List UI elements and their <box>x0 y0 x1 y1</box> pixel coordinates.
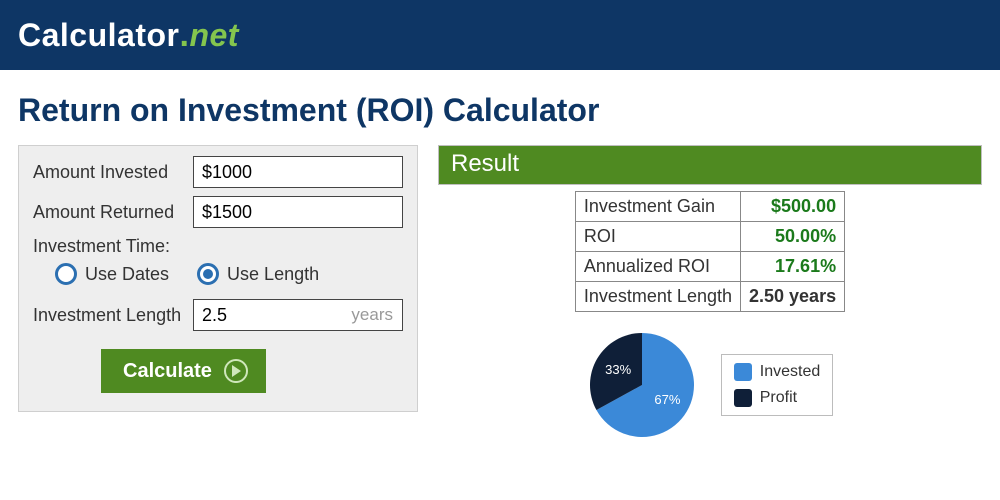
investment-time-radio-group: Use Dates Use Length <box>55 263 403 285</box>
pie-chart: 67% 33% <box>587 330 697 440</box>
result-value: 50.00% <box>741 222 845 252</box>
radio-label: Use Dates <box>85 264 169 285</box>
amount-invested-input[interactable] <box>193 156 403 188</box>
result-label: ROI <box>575 222 740 252</box>
result-value: $500.00 <box>741 192 845 222</box>
main: Amount Invested Amount Returned Investme… <box>0 145 1000 440</box>
site-logo[interactable]: Calculator.net <box>18 16 239 55</box>
table-row: Investment Length2.50 years <box>575 282 844 312</box>
label-investment-length: Investment Length <box>33 305 193 326</box>
amount-returned-input[interactable] <box>193 196 403 228</box>
result-value: 2.50 years <box>741 282 845 312</box>
label-amount-invested: Amount Invested <box>33 162 193 183</box>
play-circle-icon <box>224 359 248 383</box>
legend-label: Invested <box>760 363 820 381</box>
calculate-button-label: Calculate <box>123 360 212 383</box>
result-table: Investment Gain$500.00ROI50.00%Annualize… <box>575 191 845 312</box>
table-row: Annualized ROI17.61% <box>575 252 844 282</box>
site-header: Calculator.net <box>0 0 1000 70</box>
logo-text: Calculator <box>18 17 179 53</box>
pie-slice-label: 33% <box>605 362 631 377</box>
page-title: Return on Investment (ROI) Calculator <box>18 92 1000 129</box>
logo-suffix: net <box>189 17 239 53</box>
radio-use-dates[interactable]: Use Dates <box>55 263 169 285</box>
input-panel: Amount Invested Amount Returned Investme… <box>18 145 418 412</box>
result-header: Result <box>438 145 982 185</box>
logo-dot: . <box>179 16 189 54</box>
result-panel: Result Investment Gain$500.00ROI50.00%An… <box>438 145 982 440</box>
legend-swatch <box>734 389 752 407</box>
legend-item: Invested <box>734 363 820 381</box>
radio-icon <box>55 263 77 285</box>
label-investment-time: Investment Time: <box>33 236 403 257</box>
result-label: Annualized ROI <box>575 252 740 282</box>
result-label: Investment Gain <box>575 192 740 222</box>
legend-label: Profit <box>760 389 797 407</box>
pie-slice-label: 67% <box>654 392 680 407</box>
result-label: Investment Length <box>575 282 740 312</box>
table-row: ROI50.00% <box>575 222 844 252</box>
radio-icon <box>197 263 219 285</box>
result-value: 17.61% <box>741 252 845 282</box>
investment-length-input[interactable] <box>193 299 403 331</box>
label-amount-returned: Amount Returned <box>33 202 193 223</box>
pie-legend: Invested Profit <box>721 354 833 416</box>
legend-item: Profit <box>734 389 820 407</box>
calculate-button[interactable]: Calculate <box>101 349 266 393</box>
radio-label: Use Length <box>227 264 319 285</box>
legend-swatch <box>734 363 752 381</box>
table-row: Investment Gain$500.00 <box>575 192 844 222</box>
pie-chart-row: 67% 33% Invested Profit <box>438 330 982 440</box>
radio-use-length[interactable]: Use Length <box>197 263 319 285</box>
